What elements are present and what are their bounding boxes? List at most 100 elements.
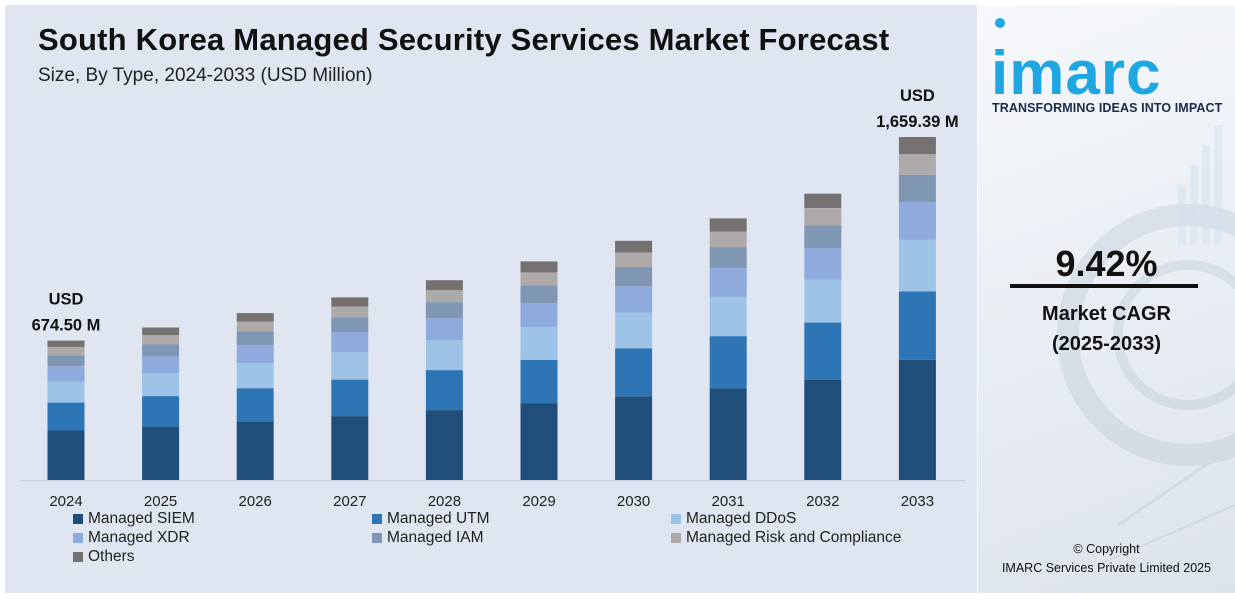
x-tick-label: 2033 xyxy=(901,493,934,510)
bar-segment-managed-risk-and-compliance xyxy=(709,231,747,248)
bar-segment-managed-xdr xyxy=(709,268,747,297)
legend-label: Managed IAM xyxy=(387,529,484,546)
legend-item-managed-risk-and-compliance: Managed Risk and Compliance xyxy=(671,529,901,547)
total-annotation-value: 1,659.39 M xyxy=(876,113,959,131)
bar-segment-managed-utm xyxy=(236,388,274,422)
legend-swatch xyxy=(372,533,382,543)
legend-item-managed-utm: Managed UTM xyxy=(372,510,490,528)
bar-stack-2029 xyxy=(520,261,558,480)
bar-segment-managed-iam xyxy=(804,225,842,249)
bar-stack-2025 xyxy=(142,327,180,480)
chart-subtitle: Size, By Type, 2024-2033 (USD Million) xyxy=(38,65,373,86)
bar-segment-managed-xdr xyxy=(615,286,653,313)
bar-stack-2027 xyxy=(331,297,369,480)
bar-segment-managed-xdr xyxy=(331,332,369,353)
cagr-value: 9.42% xyxy=(1055,243,1158,284)
bar-segment-managed-ddos xyxy=(898,239,936,292)
x-tick-label: 2030 xyxy=(617,493,650,510)
bar-segment-managed-xdr xyxy=(804,248,842,280)
legend-swatch xyxy=(671,514,681,524)
bar-segment-others xyxy=(142,327,180,336)
bar-segment-others xyxy=(331,297,369,307)
bar-segment-managed-risk-and-compliance xyxy=(520,272,558,286)
total-annotation-value: 674.50 M xyxy=(32,317,101,335)
bar-segment-managed-siem xyxy=(331,416,369,480)
bar-segment-managed-siem xyxy=(142,426,180,480)
bar-segment-managed-utm xyxy=(615,348,653,397)
bar-segment-managed-risk-and-compliance xyxy=(47,346,85,356)
legend-label: Managed Risk and Compliance xyxy=(686,529,902,546)
bar-segment-others xyxy=(520,261,558,273)
bar-segment-managed-siem xyxy=(898,359,936,480)
x-tick-label: 2025 xyxy=(144,493,177,510)
total-annotation-unit: USD xyxy=(49,291,84,309)
bar-segment-managed-risk-and-compliance xyxy=(425,290,463,303)
chart-title: South Korea Managed Security Services Ma… xyxy=(38,22,890,57)
x-tick-label: 2031 xyxy=(712,493,745,510)
bar-segment-managed-risk-and-compliance xyxy=(142,335,180,345)
legend-item-managed-siem: Managed SIEM xyxy=(73,510,195,528)
bar-segment-managed-iam xyxy=(331,317,369,333)
bar-segment-managed-ddos xyxy=(425,340,463,371)
legend-label: Others xyxy=(88,548,135,565)
bar-segment-managed-iam xyxy=(236,331,274,345)
bar-segment-managed-siem xyxy=(425,410,463,480)
total-annotation-unit: USD xyxy=(900,87,935,105)
bar-segment-managed-risk-and-compliance xyxy=(804,208,842,226)
bar-segment-managed-risk-and-compliance xyxy=(236,321,274,332)
side-panel: imarc TRANSFORMING IDEAS INTO IMPACT 9.4… xyxy=(978,5,1235,593)
bar-segment-managed-utm xyxy=(425,370,463,411)
background-graphic xyxy=(1057,125,1235,566)
imarc-logo: imarc xyxy=(991,39,1162,108)
legend-swatch xyxy=(73,514,83,524)
bar-stack-2030 xyxy=(615,240,653,480)
bar-segment-managed-iam xyxy=(47,355,85,367)
bar-stack-2032 xyxy=(804,193,842,480)
bar-segment-others xyxy=(47,340,85,347)
bar-segment-managed-siem xyxy=(804,379,842,480)
bar-segment-managed-risk-and-compliance xyxy=(615,252,653,268)
stacked-bar-chart: 2024 2025 2026 2027 2028 2029 2030 2031 2032 2033… xyxy=(20,87,965,510)
bar-stack-2031 xyxy=(709,218,747,480)
bar-segment-managed-siem xyxy=(709,388,747,480)
legend-item-others: Others xyxy=(73,548,135,566)
bar-segment-others xyxy=(425,280,463,291)
legend-item-managed-ddos: Managed DDoS xyxy=(671,510,796,528)
cagr-period: (2025-2033) xyxy=(1052,333,1161,355)
bar-stack-2026 xyxy=(236,313,274,480)
bar-stack-2033 xyxy=(898,137,936,480)
bar-segment-managed-iam xyxy=(520,285,558,303)
x-tick-label: 2028 xyxy=(428,493,461,510)
bar-segment-managed-iam xyxy=(709,247,747,268)
bar-segment-managed-iam xyxy=(615,267,653,287)
bar-segment-managed-siem xyxy=(47,430,85,480)
bar-segment-managed-utm xyxy=(898,291,936,360)
x-tick-label: 2032 xyxy=(806,493,839,510)
legend-swatch xyxy=(671,533,681,543)
bar-segment-managed-utm xyxy=(709,336,747,389)
bar-segment-others xyxy=(709,218,747,232)
bar-segment-others xyxy=(804,193,842,208)
bar-segment-managed-iam xyxy=(142,344,180,357)
bar-stack-2024 xyxy=(47,340,85,480)
bar-segment-managed-risk-and-compliance xyxy=(898,154,936,175)
legend-label: Managed UTM xyxy=(387,510,490,527)
legend-swatch xyxy=(372,514,382,524)
bar-segment-managed-utm xyxy=(142,396,180,427)
legend-label: Managed DDoS xyxy=(686,510,797,527)
bar-segment-managed-xdr xyxy=(47,366,85,382)
bar-segment-managed-utm xyxy=(331,379,369,417)
legend-label: Managed SIEM xyxy=(88,510,195,527)
bar-stack-2028 xyxy=(425,280,463,480)
legend-swatch xyxy=(73,533,83,543)
cagr-divider xyxy=(1010,284,1198,288)
copyright-notice: © Copyright xyxy=(1073,542,1140,556)
legend-item-managed-xdr: Managed XDR xyxy=(73,529,190,547)
bar-segment-managed-xdr xyxy=(236,344,274,364)
bar-segment-others xyxy=(615,240,653,253)
bar-segment-managed-iam xyxy=(425,302,463,319)
bar-segment-managed-ddos xyxy=(520,327,558,360)
x-tick-label: 2024 xyxy=(49,493,82,510)
bar-segment-others xyxy=(898,137,936,155)
x-tick-label: 2027 xyxy=(333,493,366,510)
